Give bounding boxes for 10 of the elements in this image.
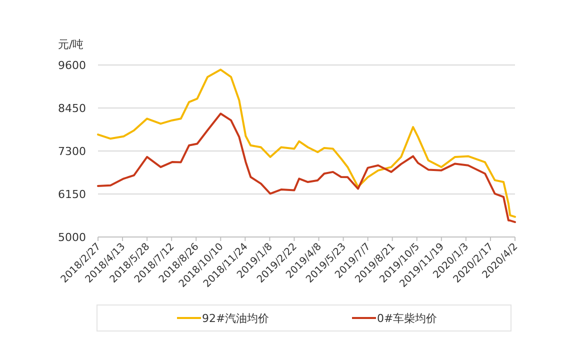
y-tick-label: 7300 bbox=[58, 145, 86, 158]
y-axis-title: 元/吨 bbox=[58, 38, 84, 51]
line-series bbox=[97, 68, 516, 218]
legend-label: 0#车柴均价 bbox=[377, 312, 438, 325]
y-tick-label: 8450 bbox=[58, 102, 86, 115]
y-tick-label: 6150 bbox=[58, 188, 86, 201]
line-series bbox=[97, 112, 516, 224]
legend-label: 92#汽油均价 bbox=[202, 312, 270, 325]
y-tick-label: 9600 bbox=[58, 59, 86, 72]
y-tick-label: 5000 bbox=[58, 231, 86, 244]
